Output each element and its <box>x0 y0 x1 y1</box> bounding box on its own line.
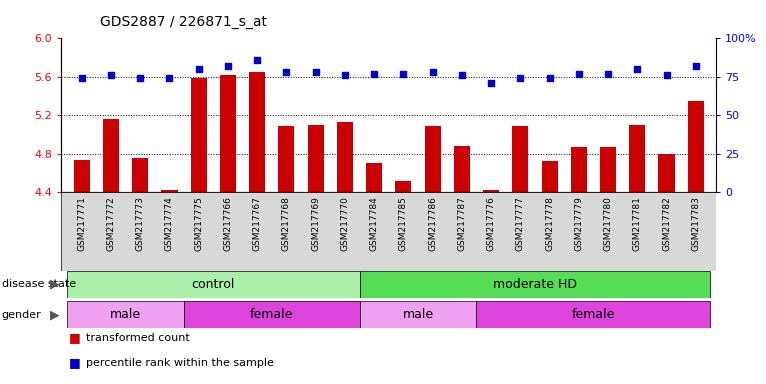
Bar <box>600 147 616 192</box>
Text: GSM217766: GSM217766 <box>224 196 232 251</box>
Point <box>543 75 555 81</box>
Text: GSM217780: GSM217780 <box>604 196 613 251</box>
Text: GSM217783: GSM217783 <box>691 196 700 251</box>
Point <box>573 71 585 77</box>
Point <box>192 66 205 72</box>
Bar <box>74 161 90 192</box>
Text: GSM217771: GSM217771 <box>77 196 87 251</box>
Bar <box>162 190 178 192</box>
Bar <box>67 301 184 328</box>
Point <box>222 63 234 69</box>
Bar <box>103 119 119 192</box>
Bar <box>359 271 710 298</box>
Text: GSM217769: GSM217769 <box>311 196 320 251</box>
Text: moderate HD: moderate HD <box>493 278 577 291</box>
Bar <box>483 190 499 192</box>
Text: female: female <box>571 308 615 321</box>
Bar <box>629 125 645 192</box>
Text: GSM217781: GSM217781 <box>633 196 642 251</box>
Point <box>398 71 410 77</box>
Text: female: female <box>250 308 293 321</box>
Point <box>280 69 293 75</box>
Bar <box>191 78 207 192</box>
Point <box>251 57 264 63</box>
Text: GSM217768: GSM217768 <box>282 196 291 251</box>
Text: GSM217777: GSM217777 <box>516 196 525 251</box>
Point <box>339 72 351 78</box>
Bar <box>571 147 587 192</box>
Point <box>660 72 673 78</box>
Bar <box>542 161 558 192</box>
Point <box>368 71 380 77</box>
Point <box>163 75 175 81</box>
Text: GSM217782: GSM217782 <box>662 196 671 251</box>
Text: GSM217776: GSM217776 <box>486 196 496 251</box>
Text: percentile rank within the sample: percentile rank within the sample <box>86 358 273 368</box>
Bar <box>659 154 675 192</box>
Text: GSM217778: GSM217778 <box>545 196 554 251</box>
Text: GDS2887 / 226871_s_at: GDS2887 / 226871_s_at <box>100 15 267 29</box>
Text: GSM217773: GSM217773 <box>136 196 145 251</box>
Point <box>427 69 439 75</box>
Bar <box>278 126 294 192</box>
Text: GSM217779: GSM217779 <box>574 196 583 251</box>
Bar <box>424 126 440 192</box>
Point <box>456 72 468 78</box>
FancyBboxPatch shape <box>61 192 716 271</box>
Bar <box>249 72 265 192</box>
Text: ▶: ▶ <box>51 278 60 291</box>
Text: control: control <box>192 278 235 291</box>
Point <box>602 71 614 77</box>
Text: GSM217772: GSM217772 <box>106 196 116 251</box>
Text: disease state: disease state <box>2 279 76 289</box>
Bar <box>366 163 382 192</box>
Text: male: male <box>402 308 434 321</box>
Bar <box>337 122 353 192</box>
Bar <box>220 75 236 192</box>
Bar <box>184 301 359 328</box>
Text: GSM217787: GSM217787 <box>457 196 466 251</box>
Point <box>76 75 88 81</box>
Text: GSM217767: GSM217767 <box>253 196 262 251</box>
Bar <box>395 182 411 192</box>
Text: gender: gender <box>2 310 41 320</box>
Bar <box>476 301 710 328</box>
Bar <box>67 271 359 298</box>
Text: GSM217775: GSM217775 <box>195 196 203 251</box>
Text: GSM217770: GSM217770 <box>340 196 349 251</box>
Text: GSM217786: GSM217786 <box>428 196 437 251</box>
Text: ▶: ▶ <box>51 308 60 321</box>
Text: GSM217785: GSM217785 <box>399 196 408 251</box>
Bar <box>308 125 324 192</box>
Text: GSM217784: GSM217784 <box>370 196 378 251</box>
Point <box>514 75 526 81</box>
Point <box>631 66 643 72</box>
Text: male: male <box>110 308 141 321</box>
Point <box>485 80 497 86</box>
Text: GSM217774: GSM217774 <box>165 196 174 251</box>
Bar <box>133 159 149 192</box>
Point <box>134 75 146 81</box>
Bar <box>359 301 476 328</box>
Bar <box>512 126 529 192</box>
Text: ■: ■ <box>69 356 80 369</box>
Point <box>105 72 117 78</box>
Text: ■: ■ <box>69 331 80 344</box>
Bar <box>688 101 704 192</box>
Bar <box>453 146 470 192</box>
Point <box>689 63 702 69</box>
Point <box>309 69 322 75</box>
Text: transformed count: transformed count <box>86 333 189 343</box>
